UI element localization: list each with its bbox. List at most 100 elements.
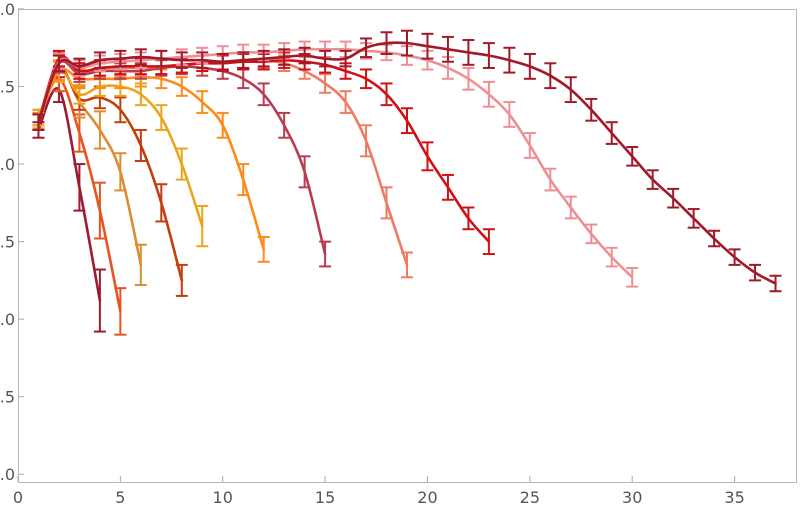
error-bar (298, 155, 311, 189)
error-bar (605, 121, 618, 145)
error-bar (441, 35, 454, 63)
error-bar (462, 206, 475, 231)
error-bar (380, 186, 393, 220)
error-bar (401, 29, 413, 57)
error-bar (196, 90, 209, 114)
error-bar (585, 223, 598, 245)
series-line (37, 47, 634, 279)
error-bar (339, 90, 352, 114)
error-bar (728, 248, 741, 266)
x-tick-label: 25 (520, 488, 540, 507)
error-bar (114, 49, 127, 68)
error-bar (278, 48, 291, 66)
error-bar (73, 163, 86, 212)
x-tick-label: 5 (115, 488, 125, 507)
error-bar (52, 54, 65, 73)
error-bar (523, 132, 536, 159)
error-bar (257, 82, 270, 107)
error-bar (93, 51, 106, 69)
error-bar (360, 37, 373, 59)
error-bar (360, 124, 373, 158)
error-bar (134, 243, 147, 287)
error-bar (401, 107, 413, 135)
error-bar (462, 39, 475, 66)
series-layer (32, 29, 782, 336)
error-bar (380, 31, 393, 55)
y-tick-label: 1.5 (0, 233, 15, 252)
error-bar (216, 111, 229, 139)
error-bar (462, 66, 475, 91)
error-bar (134, 48, 147, 66)
error-bar (544, 62, 557, 90)
error-bar (114, 96, 127, 124)
error-bar (441, 173, 454, 201)
error-bar (605, 246, 618, 268)
error-bar (667, 187, 680, 209)
error-bar (278, 111, 291, 139)
error-bar (687, 208, 700, 229)
error-bar (175, 263, 188, 297)
x-tick-label: 10 (213, 488, 233, 507)
error-bar (155, 49, 168, 68)
error-bar (216, 52, 229, 71)
error-bar (564, 195, 577, 220)
x-tick-label: 0 (13, 488, 23, 507)
error-bar (421, 32, 434, 60)
error-bar (73, 57, 86, 76)
y-axis-ticks: 0.0 0.5 1.0 1.5 2.0 2.5 3.0 (0, 0, 24, 484)
error-bar (114, 287, 127, 336)
y-tick-label: 0.0 (0, 465, 15, 484)
error-bar (585, 97, 598, 122)
error-bar (175, 51, 188, 69)
x-tick-label: 20 (417, 488, 437, 507)
error-bar (196, 51, 209, 69)
error-bar (32, 113, 45, 131)
error-bar (175, 147, 188, 181)
error-bar (175, 76, 188, 97)
error-bar (155, 104, 168, 131)
error-bar (646, 169, 659, 190)
error-bar (93, 110, 106, 150)
error-bar (319, 49, 332, 68)
error-bar (523, 52, 536, 80)
error-bar (237, 68, 250, 90)
error-bar (298, 46, 311, 65)
error-bar (503, 46, 516, 74)
x-tick-label: 35 (724, 488, 744, 507)
x-tick-label: 15 (315, 488, 335, 507)
error-bar (626, 266, 639, 288)
error-bar (482, 80, 495, 108)
error-bar (319, 240, 332, 268)
error-bar (134, 128, 147, 162)
error-bar (360, 68, 373, 90)
error-bar (482, 42, 495, 69)
error-bar (544, 167, 557, 192)
series-line (37, 87, 102, 302)
error-bar (257, 49, 270, 68)
error-bar (401, 251, 413, 279)
plot-frame (18, 9, 797, 483)
error-bar (564, 76, 577, 104)
series-line (37, 67, 265, 251)
series-11 (32, 29, 782, 293)
error-bar (237, 163, 250, 197)
error-bar (482, 228, 495, 256)
error-bar (155, 183, 168, 223)
y-tick-label: 2.0 (0, 155, 15, 174)
error-bar (626, 146, 639, 167)
error-bar (708, 229, 721, 248)
error-bar (421, 141, 434, 172)
y-tick-label: 3.0 (0, 0, 15, 19)
error-bar (196, 204, 209, 248)
error-bar (749, 263, 762, 282)
error-bar (380, 82, 393, 107)
series-line (37, 66, 184, 282)
error-bar (93, 268, 106, 333)
error-bar (503, 101, 516, 128)
error-bar (114, 152, 127, 192)
error-bar (319, 73, 332, 94)
x-axis-ticks: 0 5 10 15 20 25 30 35 (13, 476, 745, 507)
error-bar (769, 274, 782, 293)
error-bar (93, 181, 106, 240)
